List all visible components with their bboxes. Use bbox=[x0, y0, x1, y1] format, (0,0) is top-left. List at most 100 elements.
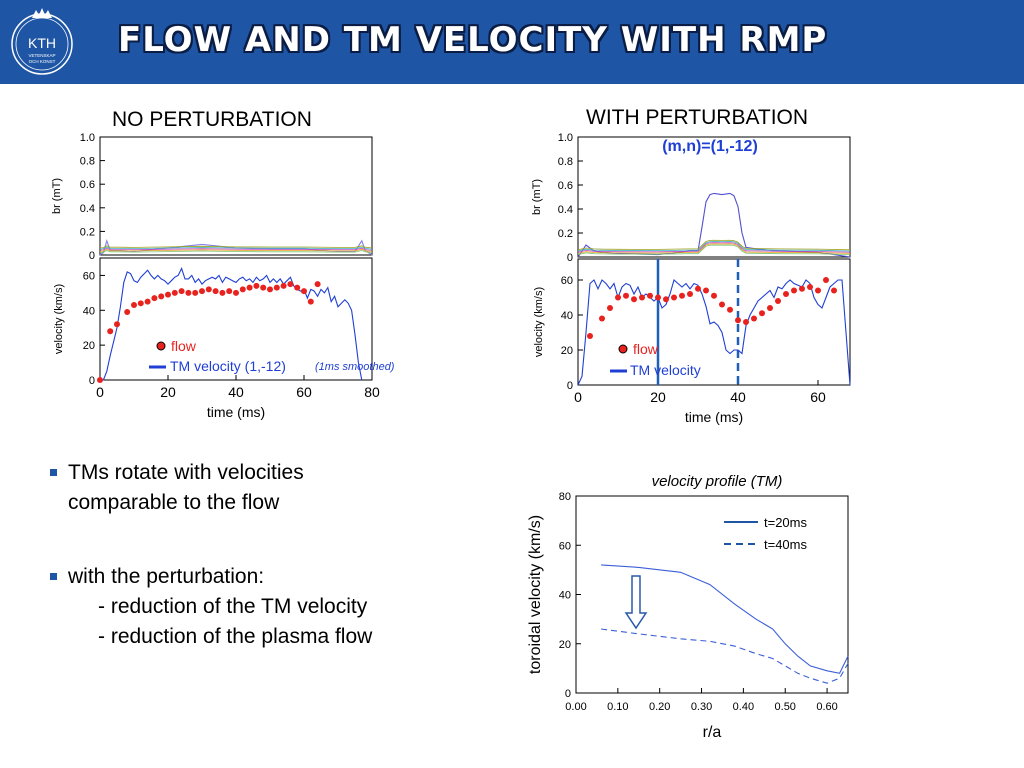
br-trace bbox=[577, 192, 851, 258]
down-arrow-icon bbox=[624, 575, 648, 630]
flow-point bbox=[239, 286, 246, 293]
flow-point bbox=[623, 292, 629, 299]
logo-text: KTH bbox=[28, 35, 56, 51]
y-axis-label: velocity (km/s) bbox=[53, 284, 65, 354]
flow-point bbox=[233, 289, 239, 296]
flow-point bbox=[815, 287, 821, 294]
mode-trace bbox=[99, 250, 373, 253]
flow-point bbox=[703, 287, 709, 294]
br-trace bbox=[99, 239, 373, 256]
mode-trace bbox=[577, 243, 851, 254]
flow-point bbox=[205, 286, 212, 293]
x-tick-label: 0.40 bbox=[733, 701, 754, 713]
mode-trace bbox=[99, 245, 373, 249]
x-tick-label: 0.20 bbox=[649, 701, 670, 713]
right-panel-title: WITH PERTURBATION bbox=[586, 106, 809, 129]
flow-point bbox=[615, 294, 621, 301]
bullet-item: with the perturbation: - reduction of th… bbox=[48, 562, 372, 652]
legend-tm-label: TM velocity (1,-12) bbox=[170, 358, 286, 374]
y-tick-label: 1.0 bbox=[80, 132, 95, 144]
flow-point bbox=[301, 288, 307, 295]
y-tick-label: 0.4 bbox=[558, 204, 573, 216]
bullet-square-icon bbox=[50, 469, 57, 476]
flow-point bbox=[253, 282, 260, 289]
flow-point bbox=[178, 288, 185, 295]
right-velocity-chart: 0 20 40 60 0 20 40 60 velocity (km/s) time (ms) bbox=[533, 258, 851, 425]
flow-point bbox=[260, 284, 267, 291]
profile-plot: 0 20 40 60 80 0.00 0.10 0.20 0.30 0.40 0.50 0.60 tor… bbox=[527, 491, 849, 741]
x-tick-label: 20 bbox=[160, 384, 176, 400]
flow-point bbox=[131, 302, 137, 309]
flow-point bbox=[679, 292, 685, 299]
mode-trace bbox=[577, 241, 851, 252]
y-tick-label: 0 bbox=[89, 250, 95, 262]
bullet-text: TMs rotate with velocities bbox=[68, 461, 304, 484]
sub-bullet-text: - reduction of the TM velocity bbox=[98, 595, 368, 618]
flow-point bbox=[767, 305, 773, 311]
kth-logo: KTH VETENSKAP OCH KONST bbox=[11, 8, 73, 75]
legend-flow-dot bbox=[156, 341, 166, 351]
y-tick-label: 60 bbox=[561, 275, 573, 287]
right-charts: (m,n)=(1,-12) 0 0.2 0.4 0.6 0.8 1.0 br (mT) 0 2… bbox=[531, 132, 851, 425]
flow-point bbox=[687, 291, 693, 297]
flow-point bbox=[171, 289, 178, 296]
flow-point bbox=[743, 319, 749, 325]
flow-point bbox=[639, 294, 645, 301]
flow-point bbox=[219, 289, 226, 296]
tm-velocity-line bbox=[577, 279, 851, 386]
mode-trace bbox=[577, 242, 851, 253]
flow-point bbox=[199, 288, 205, 295]
y-tick-label: 0.2 bbox=[558, 228, 573, 240]
mode-trace bbox=[577, 244, 851, 255]
flow-point bbox=[294, 284, 301, 291]
left-charts: 0 0.2 0.4 0.6 0.8 1.0 br (mT) 0 20 40 60 0 20 40 60 80… bbox=[51, 132, 395, 420]
x-tick-label: 40 bbox=[228, 384, 244, 400]
flow-point bbox=[727, 306, 733, 313]
flow-point bbox=[137, 300, 144, 307]
x-tick-label: 0.50 bbox=[775, 701, 796, 713]
logo-subtext-1: VETENSKAP bbox=[28, 53, 55, 58]
legend-flow-label-right: flow bbox=[633, 341, 659, 357]
flow-point bbox=[97, 377, 103, 383]
left-legend: flow TM velocity (1,-12) (1ms smoothed) bbox=[149, 338, 395, 374]
y-tick-label: 40 bbox=[559, 590, 571, 602]
right-br-chart: 0 0.2 0.4 0.6 0.8 1.0 br (mT) bbox=[531, 132, 851, 264]
flow-point bbox=[185, 289, 192, 296]
y-tick-label: 60 bbox=[83, 270, 95, 282]
y-tick-label: 40 bbox=[561, 310, 573, 322]
flow-point bbox=[124, 309, 131, 316]
sub-bullet-text: - reduction of the plasma flow bbox=[98, 625, 373, 648]
flow-point bbox=[711, 292, 717, 299]
bullet-list: TMs rotate with velocities comparable to… bbox=[48, 458, 372, 652]
right-mode-label: (m,n)=(1,-12) bbox=[662, 138, 758, 155]
y-tick-label: 20 bbox=[561, 345, 573, 357]
flow-point bbox=[151, 295, 158, 302]
flow-point bbox=[647, 292, 653, 299]
flow-point bbox=[775, 298, 781, 304]
tm-velocity-line bbox=[100, 267, 363, 381]
left-velocity-chart: 0 20 40 60 0 20 40 60 80 velocity (km/s) time (ms) bbox=[53, 257, 380, 420]
flow-point bbox=[663, 296, 669, 303]
legend-label: t=40ms bbox=[764, 537, 807, 552]
bullet-square-icon bbox=[50, 573, 57, 580]
legend-flow-label: flow bbox=[171, 338, 197, 354]
y-tick-label: 80 bbox=[559, 491, 571, 503]
x-tick-label: 60 bbox=[810, 389, 826, 405]
flow-point bbox=[226, 288, 233, 295]
x-tick-label: 40 bbox=[730, 389, 746, 405]
x-tick-label: 0.10 bbox=[607, 701, 628, 713]
mode-trace bbox=[99, 246, 373, 250]
flow-point bbox=[114, 321, 120, 328]
flow-point bbox=[783, 291, 789, 297]
y-tick-label: 0.6 bbox=[80, 179, 95, 191]
x-tick-label: 60 bbox=[296, 384, 312, 400]
x-tick-label: 0.30 bbox=[691, 701, 712, 713]
y-tick-label: 0 bbox=[567, 252, 573, 264]
x-tick-label: 0 bbox=[574, 389, 582, 405]
flow-point bbox=[307, 298, 314, 305]
legend-tm-label-right: TM velocity bbox=[630, 362, 701, 378]
y-axis-label: velocity (km/s) bbox=[533, 287, 545, 357]
flow-point bbox=[246, 284, 253, 291]
flow-point bbox=[280, 282, 287, 289]
flow-point bbox=[144, 298, 151, 305]
